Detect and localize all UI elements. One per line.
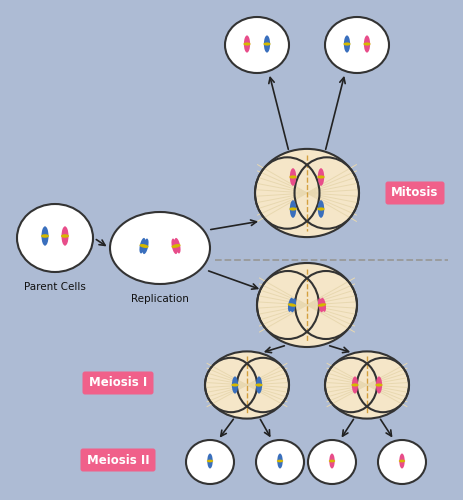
Ellipse shape: [231, 384, 238, 386]
Ellipse shape: [317, 208, 324, 210]
Ellipse shape: [363, 36, 369, 52]
Ellipse shape: [225, 17, 288, 73]
Ellipse shape: [276, 460, 282, 462]
Ellipse shape: [139, 244, 148, 248]
Ellipse shape: [377, 440, 425, 484]
Ellipse shape: [287, 304, 295, 306]
Ellipse shape: [205, 352, 288, 418]
Ellipse shape: [244, 36, 250, 52]
Ellipse shape: [288, 176, 296, 178]
Ellipse shape: [343, 42, 350, 45]
Ellipse shape: [290, 298, 295, 312]
Ellipse shape: [317, 298, 323, 312]
Ellipse shape: [61, 226, 69, 246]
FancyBboxPatch shape: [385, 182, 444, 204]
Ellipse shape: [317, 200, 324, 218]
Text: Parent Cells: Parent Cells: [24, 282, 86, 292]
Ellipse shape: [343, 36, 350, 52]
Ellipse shape: [232, 376, 238, 394]
Ellipse shape: [255, 149, 358, 237]
Ellipse shape: [41, 234, 49, 238]
Ellipse shape: [206, 460, 213, 462]
Ellipse shape: [256, 440, 303, 484]
Ellipse shape: [288, 298, 293, 312]
Ellipse shape: [17, 204, 93, 272]
Ellipse shape: [263, 42, 270, 45]
Ellipse shape: [363, 42, 370, 45]
Ellipse shape: [186, 440, 233, 484]
Ellipse shape: [174, 238, 180, 254]
Ellipse shape: [317, 168, 324, 186]
Ellipse shape: [255, 376, 262, 394]
Ellipse shape: [317, 304, 325, 306]
Ellipse shape: [320, 298, 325, 312]
Ellipse shape: [171, 244, 180, 248]
Text: Meiosis II: Meiosis II: [87, 454, 149, 466]
Ellipse shape: [329, 454, 334, 468]
Ellipse shape: [288, 208, 296, 210]
Ellipse shape: [171, 238, 177, 254]
Ellipse shape: [257, 263, 356, 347]
Ellipse shape: [142, 238, 148, 254]
Ellipse shape: [324, 352, 408, 418]
Ellipse shape: [243, 42, 250, 45]
Ellipse shape: [277, 454, 282, 468]
Text: Meiosis I: Meiosis I: [89, 376, 147, 390]
Ellipse shape: [350, 384, 358, 386]
Ellipse shape: [328, 460, 334, 462]
Text: Replication: Replication: [131, 294, 188, 304]
Ellipse shape: [317, 176, 324, 178]
Ellipse shape: [110, 212, 210, 284]
Ellipse shape: [351, 376, 357, 394]
Ellipse shape: [307, 440, 355, 484]
Ellipse shape: [139, 238, 145, 254]
Ellipse shape: [375, 384, 382, 386]
FancyBboxPatch shape: [80, 448, 155, 471]
Ellipse shape: [289, 200, 295, 218]
Ellipse shape: [263, 36, 269, 52]
FancyBboxPatch shape: [82, 372, 153, 394]
Ellipse shape: [399, 454, 404, 468]
Ellipse shape: [41, 226, 49, 246]
Ellipse shape: [375, 376, 382, 394]
Ellipse shape: [324, 17, 388, 73]
Ellipse shape: [255, 384, 262, 386]
Ellipse shape: [289, 168, 295, 186]
Ellipse shape: [398, 460, 404, 462]
Ellipse shape: [207, 454, 212, 468]
Ellipse shape: [61, 234, 69, 238]
Text: Mitosis: Mitosis: [390, 186, 438, 200]
